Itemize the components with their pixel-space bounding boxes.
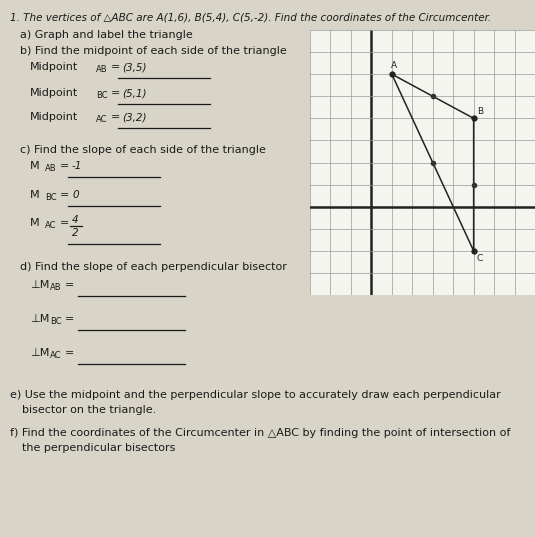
Text: =: =	[111, 112, 124, 122]
Text: AB: AB	[50, 283, 62, 292]
Text: =: =	[111, 88, 124, 98]
Text: Midpoint: Midpoint	[30, 62, 78, 72]
Text: (5,1): (5,1)	[122, 88, 147, 98]
Text: c) Find the slope of each side of the triangle: c) Find the slope of each side of the tr…	[20, 145, 266, 155]
Text: BC: BC	[45, 193, 57, 202]
Text: ⊥M: ⊥M	[30, 314, 49, 324]
Text: =: =	[60, 161, 73, 171]
Text: AB: AB	[45, 164, 57, 173]
Text: =: =	[65, 348, 78, 358]
Text: AB: AB	[96, 65, 108, 74]
Text: BC: BC	[50, 317, 62, 326]
Text: b) Find the midpoint of each side of the triangle: b) Find the midpoint of each side of the…	[20, 46, 287, 56]
Text: 4: 4	[72, 215, 79, 225]
Text: M: M	[30, 190, 40, 200]
Text: Midpoint: Midpoint	[30, 112, 78, 122]
Text: a) Graph and label the triangle: a) Graph and label the triangle	[20, 30, 193, 40]
Text: ⊥M: ⊥M	[30, 280, 49, 290]
Text: -1: -1	[72, 161, 82, 171]
Text: (3,2): (3,2)	[122, 112, 147, 122]
Text: AC: AC	[45, 221, 57, 230]
Text: ⊥M: ⊥M	[30, 348, 49, 358]
Text: M: M	[30, 218, 40, 228]
Text: the perpendicular bisectors: the perpendicular bisectors	[22, 443, 175, 453]
Text: 2: 2	[72, 228, 79, 238]
Text: M: M	[30, 161, 40, 171]
Text: =: =	[60, 190, 73, 200]
Text: A: A	[391, 61, 397, 70]
Text: d) Find the slope of each perpendicular bisector: d) Find the slope of each perpendicular …	[20, 262, 287, 272]
Text: (3,5): (3,5)	[122, 62, 147, 72]
Text: f) Find the coordinates of the Circumcenter in △ABC by finding the point of inte: f) Find the coordinates of the Circumcen…	[10, 428, 510, 438]
Text: 1. The vertices of △ABC are A(1,6), B(5,4), C(5,-2). Find the coordinates of the: 1. The vertices of △ABC are A(1,6), B(5,…	[10, 12, 491, 22]
Text: =: =	[65, 280, 78, 290]
Text: =: =	[65, 314, 78, 324]
Text: 0: 0	[72, 190, 79, 200]
Text: Midpoint: Midpoint	[30, 88, 78, 98]
Text: bisector on the triangle.: bisector on the triangle.	[22, 405, 156, 415]
Text: AC: AC	[96, 115, 108, 124]
Text: e) Use the midpoint and the perpendicular slope to accurately draw each perpendi: e) Use the midpoint and the perpendicula…	[10, 390, 501, 400]
Text: B: B	[477, 107, 483, 116]
Text: C: C	[477, 254, 483, 263]
Text: =: =	[60, 218, 73, 228]
Text: AC: AC	[50, 351, 62, 360]
Text: =: =	[111, 62, 124, 72]
Text: BC: BC	[96, 91, 108, 100]
